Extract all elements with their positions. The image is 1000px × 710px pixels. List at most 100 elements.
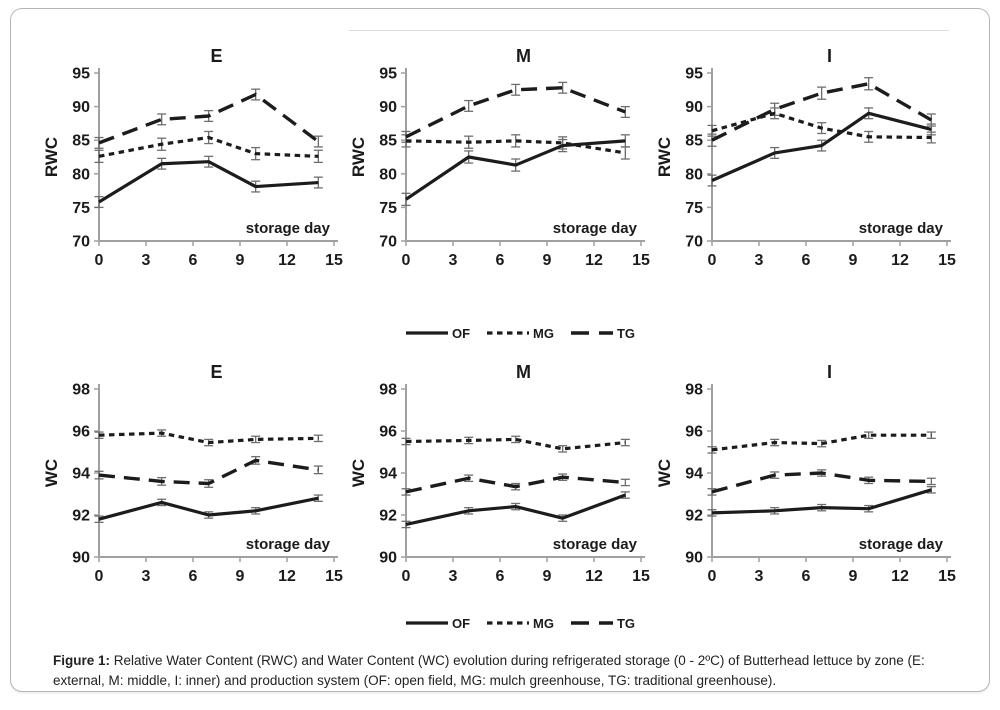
legend-label: TG bbox=[616, 325, 636, 341]
svg-text:6: 6 bbox=[802, 252, 811, 269]
svg-text:96: 96 bbox=[379, 424, 397, 441]
svg-text:0: 0 bbox=[401, 568, 410, 585]
svg-text:15: 15 bbox=[938, 568, 956, 585]
svg-text:6: 6 bbox=[802, 568, 811, 585]
svg-text:94: 94 bbox=[379, 466, 397, 483]
legend-item-mg: MG bbox=[486, 616, 554, 631]
svg-text:96: 96 bbox=[72, 424, 90, 441]
legend-item-of: OF bbox=[405, 326, 470, 341]
svg-text:94: 94 bbox=[72, 466, 90, 483]
caption-label: Figure 1: bbox=[53, 653, 111, 668]
legend-item-tg: TG bbox=[570, 326, 635, 341]
svg-text:storage day: storage day bbox=[859, 536, 944, 553]
legend-item-of: OF bbox=[405, 616, 470, 631]
svg-text:6: 6 bbox=[495, 568, 504, 585]
svg-text:RWC: RWC bbox=[655, 137, 674, 177]
charts-row-rwc: 70 75 80 85 90 95 0 3 6 9 12 15 E RWC storage day 70 75 8… bbox=[11, 43, 989, 281]
series-line-mg bbox=[711, 111, 932, 140]
svg-text:0: 0 bbox=[708, 252, 717, 269]
series-line-tg bbox=[98, 458, 319, 486]
caption-text: Relative Water Content (RWC) and Water C… bbox=[53, 653, 925, 689]
legend-label: OF bbox=[451, 325, 471, 341]
series-line-of bbox=[98, 160, 319, 204]
svg-text:6: 6 bbox=[189, 252, 198, 269]
svg-text:98: 98 bbox=[379, 382, 397, 399]
chart-rwc-i: 70 75 80 85 90 95 0 3 6 9 12 15 I RWC storage day bbox=[655, 46, 956, 269]
svg-text:storage day: storage day bbox=[859, 220, 944, 237]
svg-text:9: 9 bbox=[542, 252, 551, 269]
svg-text:9: 9 bbox=[542, 568, 551, 585]
svg-text:6: 6 bbox=[495, 252, 504, 269]
svg-text:90: 90 bbox=[72, 99, 90, 116]
svg-text:storage day: storage day bbox=[552, 536, 637, 553]
svg-text:95: 95 bbox=[379, 66, 397, 83]
svg-text:90: 90 bbox=[685, 99, 703, 116]
svg-text:0: 0 bbox=[95, 252, 104, 269]
svg-text:M: M bbox=[516, 362, 531, 382]
legend-item-mg: MG bbox=[486, 326, 554, 341]
svg-text:75: 75 bbox=[72, 200, 90, 217]
chart-rwc-e: 70 75 80 85 90 95 0 3 6 9 12 15 E RWC storage day bbox=[42, 46, 343, 269]
svg-text:90: 90 bbox=[72, 550, 90, 567]
chart-wc-m: 90 92 94 96 98 0 3 6 9 12 15 M WC storage day bbox=[349, 362, 650, 585]
svg-text:95: 95 bbox=[72, 66, 90, 83]
svg-text:12: 12 bbox=[891, 568, 909, 585]
svg-text:75: 75 bbox=[379, 200, 397, 217]
top-divider bbox=[349, 30, 949, 31]
svg-text:storage day: storage day bbox=[246, 220, 331, 237]
legend-line-dotted bbox=[487, 621, 530, 625]
svg-text:80: 80 bbox=[685, 166, 703, 183]
svg-text:92: 92 bbox=[379, 508, 397, 525]
legend-line-dashed bbox=[570, 621, 613, 625]
svg-text:70: 70 bbox=[379, 234, 397, 251]
svg-text:RWC: RWC bbox=[42, 137, 61, 177]
svg-text:3: 3 bbox=[755, 252, 764, 269]
svg-text:80: 80 bbox=[72, 166, 90, 183]
series-line-tg bbox=[404, 86, 626, 139]
svg-text:92: 92 bbox=[72, 508, 90, 525]
series-line-of bbox=[404, 139, 625, 201]
svg-text:70: 70 bbox=[685, 234, 703, 251]
svg-text:94: 94 bbox=[685, 466, 703, 483]
svg-text:0: 0 bbox=[95, 568, 104, 585]
svg-text:15: 15 bbox=[325, 568, 343, 585]
svg-text:98: 98 bbox=[72, 382, 90, 399]
svg-text:3: 3 bbox=[142, 568, 151, 585]
svg-text:70: 70 bbox=[72, 234, 90, 251]
chart-rwc-m: 70 75 80 85 90 95 0 3 6 9 12 15 M RWC storage day bbox=[349, 46, 650, 269]
svg-text:15: 15 bbox=[632, 568, 650, 585]
svg-text:12: 12 bbox=[585, 252, 603, 269]
svg-text:M: M bbox=[516, 46, 531, 66]
charts-row-wc: 90 92 94 96 98 0 3 6 9 12 15 E WC storage day 90 92 94 96… bbox=[11, 359, 989, 599]
legend-label: MG bbox=[533, 615, 554, 631]
legend-label: TG bbox=[616, 615, 636, 631]
svg-text:85: 85 bbox=[685, 133, 703, 150]
svg-text:12: 12 bbox=[891, 252, 909, 269]
svg-text:15: 15 bbox=[632, 252, 650, 269]
legend-line-dashed bbox=[570, 331, 613, 335]
legend-item-tg: TG bbox=[570, 616, 635, 631]
chart-wc-i: 90 92 94 96 98 0 3 6 9 12 15 I WC storage day bbox=[655, 362, 956, 585]
svg-text:90: 90 bbox=[379, 99, 397, 116]
svg-text:0: 0 bbox=[401, 252, 410, 269]
svg-text:WC: WC bbox=[655, 459, 674, 487]
legend-bottom: OF MG TG bbox=[11, 613, 989, 633]
series-line-of bbox=[405, 493, 626, 527]
svg-text:E: E bbox=[210, 46, 222, 66]
svg-text:WC: WC bbox=[42, 459, 61, 487]
series-line-mg bbox=[405, 139, 626, 155]
svg-text:3: 3 bbox=[142, 252, 151, 269]
svg-text:3: 3 bbox=[755, 568, 764, 585]
svg-text:6: 6 bbox=[189, 568, 198, 585]
series-line-mg bbox=[405, 437, 625, 451]
svg-text:3: 3 bbox=[448, 252, 457, 269]
svg-text:WC: WC bbox=[349, 459, 368, 487]
svg-text:90: 90 bbox=[685, 550, 703, 567]
legend-top: OF MG TG bbox=[11, 323, 989, 343]
svg-text:98: 98 bbox=[685, 382, 703, 399]
svg-text:storage day: storage day bbox=[552, 220, 637, 237]
svg-text:95: 95 bbox=[685, 66, 703, 83]
chart-wc-e: 90 92 94 96 98 0 3 6 9 12 15 E WC storage day bbox=[42, 362, 343, 585]
svg-text:75: 75 bbox=[685, 200, 703, 217]
figure-caption: Figure 1: Relative Water Content (RWC) a… bbox=[53, 651, 951, 692]
